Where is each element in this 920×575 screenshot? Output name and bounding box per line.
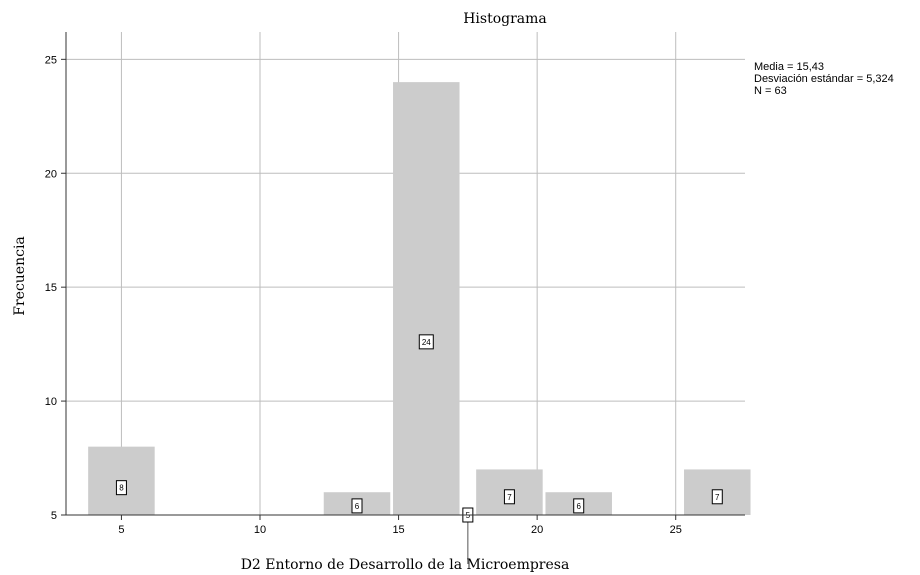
data-label: 8 [119, 484, 124, 493]
y-axis-label: Frecuencia [12, 236, 28, 316]
data-label-box [503, 489, 515, 505]
data-labels: 8 6 24 5 7 6 7 [115, 334, 723, 564]
x-tick-label: 20 [531, 524, 543, 536]
x-tick-label: 25 [670, 524, 682, 536]
stat-n: N = 63 [754, 85, 787, 97]
y-tick-label: 25 [45, 54, 57, 66]
y-tick-label: 15 [45, 282, 57, 294]
data-label-box [418, 334, 434, 350]
data-label: 7 [715, 493, 720, 502]
y-tick-label: 10 [45, 396, 57, 408]
data-label: 24 [422, 338, 431, 347]
x-tick-label: 10 [254, 524, 266, 536]
x-axis-label: D2 Entorno de Desarrollo de la Microempr… [241, 557, 570, 573]
data-label-box [573, 498, 585, 514]
x-tick-label: 15 [392, 524, 404, 536]
histogram-bar [393, 82, 460, 515]
data-label: 7 [507, 493, 512, 502]
data-label-box [351, 498, 363, 514]
axes: 5 10 15 20 25 5 10 15 20 25 [45, 32, 745, 536]
chart-title: Histograma [463, 11, 547, 27]
bars [88, 82, 751, 515]
data-label-box [115, 480, 127, 496]
data-label-box [711, 489, 723, 505]
stat-std-dev: Desviación estándar = 5,324 [754, 73, 894, 85]
data-label: 6 [576, 502, 581, 511]
statistics-legend: Media = 15,43 Desviación estándar = 5,32… [754, 61, 894, 97]
y-tick-label: 20 [45, 168, 57, 180]
stat-mean: Media = 15,43 [754, 61, 824, 73]
y-tick-label: 5 [51, 510, 57, 522]
x-tick-label: 5 [118, 524, 124, 536]
data-label: 6 [355, 502, 360, 511]
